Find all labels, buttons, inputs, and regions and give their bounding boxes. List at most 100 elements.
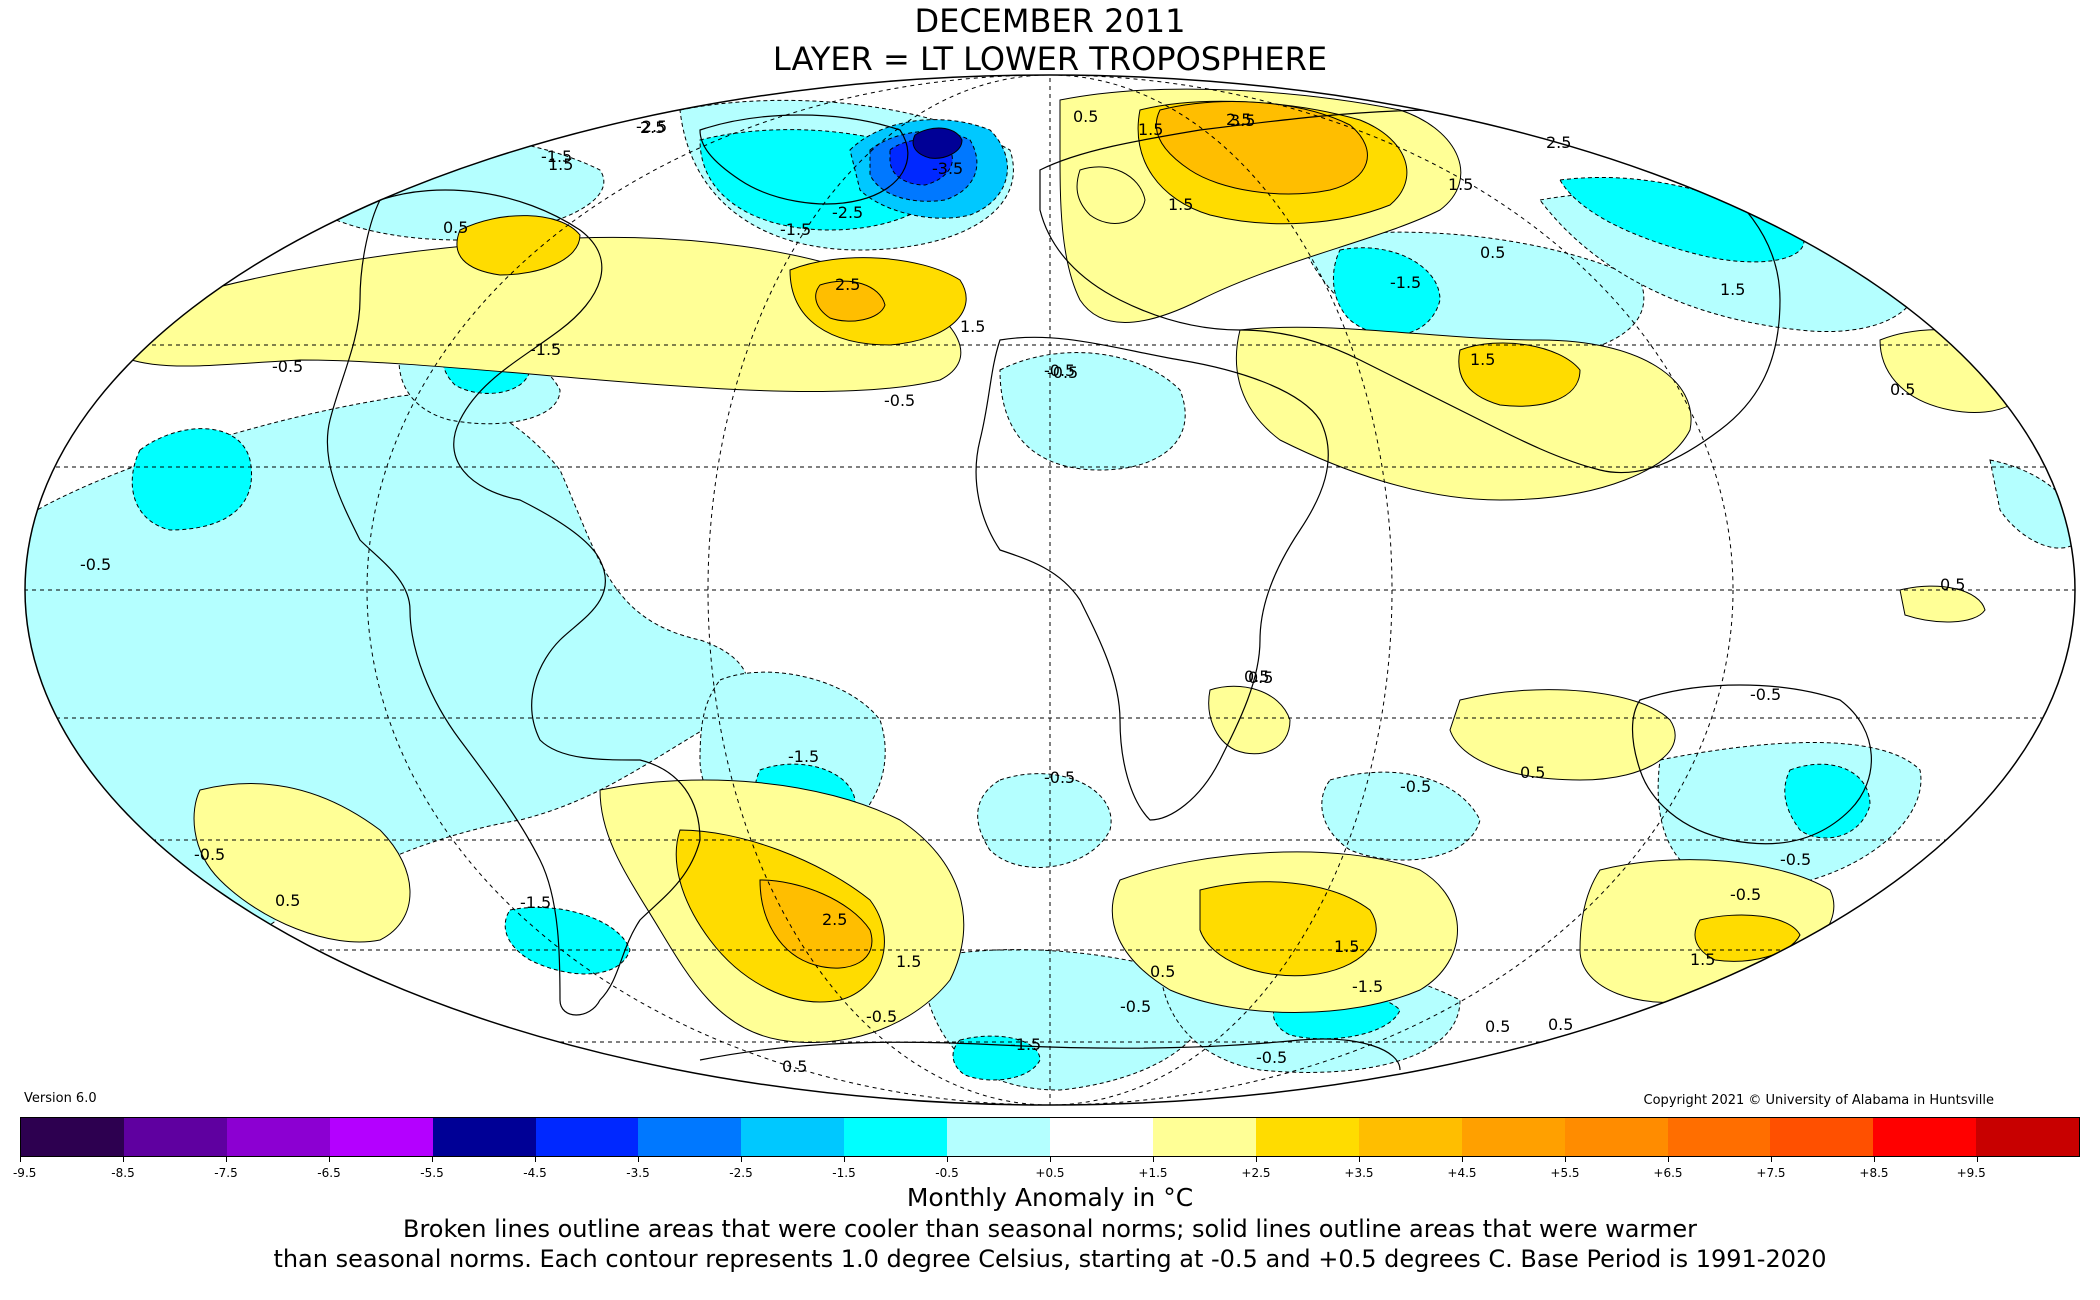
color-scale-cell <box>1976 1118 2080 1156</box>
contour-label: -0.5 <box>194 845 225 864</box>
color-scale-cell <box>1050 1118 1153 1156</box>
color-scale-tick <box>741 1157 742 1162</box>
color-scale-cell <box>535 1118 639 1156</box>
contour-label: 0.5 <box>782 1057 807 1076</box>
color-scale-tick-label: -7.5 <box>214 1166 238 1180</box>
contour-label: -0.5 <box>272 357 303 376</box>
color-scale-tick-label: +4.5 <box>1447 1166 1477 1180</box>
contour-label: 2.5 <box>1226 110 1251 129</box>
color-scale-tick-label: +0.5 <box>1035 1166 1065 1180</box>
contour-label: -1.5 <box>520 893 551 912</box>
color-scale-cell <box>1152 1118 1256 1156</box>
color-scale-cell <box>741 1118 845 1156</box>
color-scale-cell <box>1255 1118 1359 1156</box>
contour-label: 1.5 <box>1720 280 1745 299</box>
map-title: DECEMBER 2011 <box>914 2 1186 40</box>
color-scale-cell <box>1461 1118 1565 1156</box>
color-scale-tick-label: +3.5 <box>1344 1166 1374 1180</box>
color-scale-cell <box>947 1118 1051 1156</box>
color-scale-tick <box>432 1157 433 1162</box>
contour-label: 0.5 <box>1548 1015 1573 1034</box>
contour-label: 1.5 <box>960 317 985 336</box>
color-scale-tick <box>1050 1157 1051 1162</box>
contour-label: -0.5 <box>1047 363 1078 382</box>
contour-label: 1.5 <box>1168 195 1193 214</box>
contour-label: 0.5 <box>443 218 468 237</box>
contour-label: 2.5 <box>640 118 665 137</box>
color-scale-tick-label: +5.5 <box>1550 1166 1580 1180</box>
color-scale-tick-label: -5.5 <box>420 1166 444 1180</box>
color-scale-tick-label: -3.5 <box>626 1166 650 1180</box>
color-scale-tick <box>1977 1157 1978 1162</box>
color-scale-tick <box>535 1157 536 1162</box>
color-scale-tick <box>947 1157 948 1162</box>
contour-label: -0.5 <box>80 555 111 574</box>
color-scale-tick <box>1565 1157 1566 1162</box>
color-scale-cell <box>1667 1118 1771 1156</box>
color-scale-tick <box>1771 1157 1772 1162</box>
color-scale-tick-label: +6.5 <box>1653 1166 1683 1180</box>
contour-label: 2.5 <box>822 910 847 929</box>
world-anomaly-map: 2.5 1.5 0.5 2.5 1.5 -0.5 -1.5 -0.5 -1.5 … <box>24 74 2076 1106</box>
contour-label: -0.5 <box>1400 777 1431 796</box>
contour-label: 1.5 <box>1138 120 1163 139</box>
color-scale-tick <box>1462 1157 1463 1162</box>
contour-label: -0.5 <box>1120 997 1151 1016</box>
contour-label: -0.5 <box>1780 850 1811 869</box>
copyright-label: Copyright 2021 © University of Alabama i… <box>1643 1093 1994 1108</box>
contour-label: 0.5 <box>1940 575 1965 594</box>
color-scale-tick-label: +7.5 <box>1756 1166 1786 1180</box>
map-border <box>24 74 2076 1106</box>
version-label: Version 6.0 <box>24 1091 97 1106</box>
contour-label: -0.5 <box>1730 885 1761 904</box>
color-scale-tick <box>638 1157 639 1162</box>
color-scale-tick-label: -1.5 <box>832 1166 856 1180</box>
contour-label: 0.5 <box>1073 107 1098 126</box>
color-scale-tick <box>1874 1157 1875 1162</box>
map-subtitle: LAYER = LT LOWER TROPOSPHERE <box>772 40 1328 78</box>
color-scale-tick <box>1256 1157 1257 1162</box>
contour-label: -0.5 <box>1750 685 1781 704</box>
color-scale-tick-label: -2.5 <box>729 1166 753 1180</box>
color-scale-cell <box>329 1118 433 1156</box>
unit-label: Monthly Anomaly in °C <box>906 1183 1194 1212</box>
contour-label: -1.5 <box>780 220 811 239</box>
contour-label: 2.5 <box>1546 133 1571 152</box>
contour-label: -3.5 <box>932 159 963 178</box>
contour-label: 0.5 <box>1244 667 1269 686</box>
explanation-line-2: than seasonal norms. Each contour repres… <box>273 1245 1827 1273</box>
color-scale-tick <box>226 1157 227 1162</box>
contour-label: -0.5 <box>1044 768 1075 787</box>
contour-label: 3.5 <box>1230 111 1255 130</box>
contour-label: 1.5 <box>1690 950 1715 969</box>
contour-label: 1.5 <box>896 952 921 971</box>
contour-label: -0.5 <box>1044 361 1075 380</box>
contour-labels: 2.5 1.5 0.5 2.5 1.5 -0.5 -1.5 -0.5 -1.5 … <box>80 107 1965 1076</box>
color-scale-tick <box>844 1157 845 1162</box>
color-scale-cell <box>226 1118 330 1156</box>
color-scale-tick <box>1359 1157 1360 1162</box>
contour-label: -0.5 <box>884 391 915 410</box>
color-scale-tick-label: -4.5 <box>523 1166 547 1180</box>
anomaly-field <box>25 75 2075 1105</box>
contour-label: -1.5 <box>1390 273 1421 292</box>
color-scale-tick-label: +8.5 <box>1859 1166 1889 1180</box>
contour-label: 1.5 <box>548 155 573 174</box>
color-scale-tick <box>20 1157 21 1162</box>
contour-label: 0.5 <box>1520 763 1545 782</box>
color-scale-bar <box>20 1117 2080 1157</box>
contour-label: 0.5 <box>1248 668 1273 687</box>
color-scale-cell <box>844 1118 948 1156</box>
hottest-regions <box>759 101 1368 969</box>
color-scale-tick-label: -6.5 <box>317 1166 341 1180</box>
color-scale-tick <box>123 1157 124 1162</box>
color-scale-cell <box>1358 1118 1462 1156</box>
color-scale-cell <box>638 1118 742 1156</box>
color-scale-tick-label: -0.5 <box>935 1166 959 1180</box>
color-scale-tick <box>1153 1157 1154 1162</box>
contour-label: 1.5 <box>1470 350 1495 369</box>
contour-label: -0.5 <box>866 1007 897 1026</box>
graticule <box>25 75 2075 1105</box>
color-scale-tick-label: +2.5 <box>1241 1166 1271 1180</box>
contour-label: -2.5 <box>636 117 667 136</box>
